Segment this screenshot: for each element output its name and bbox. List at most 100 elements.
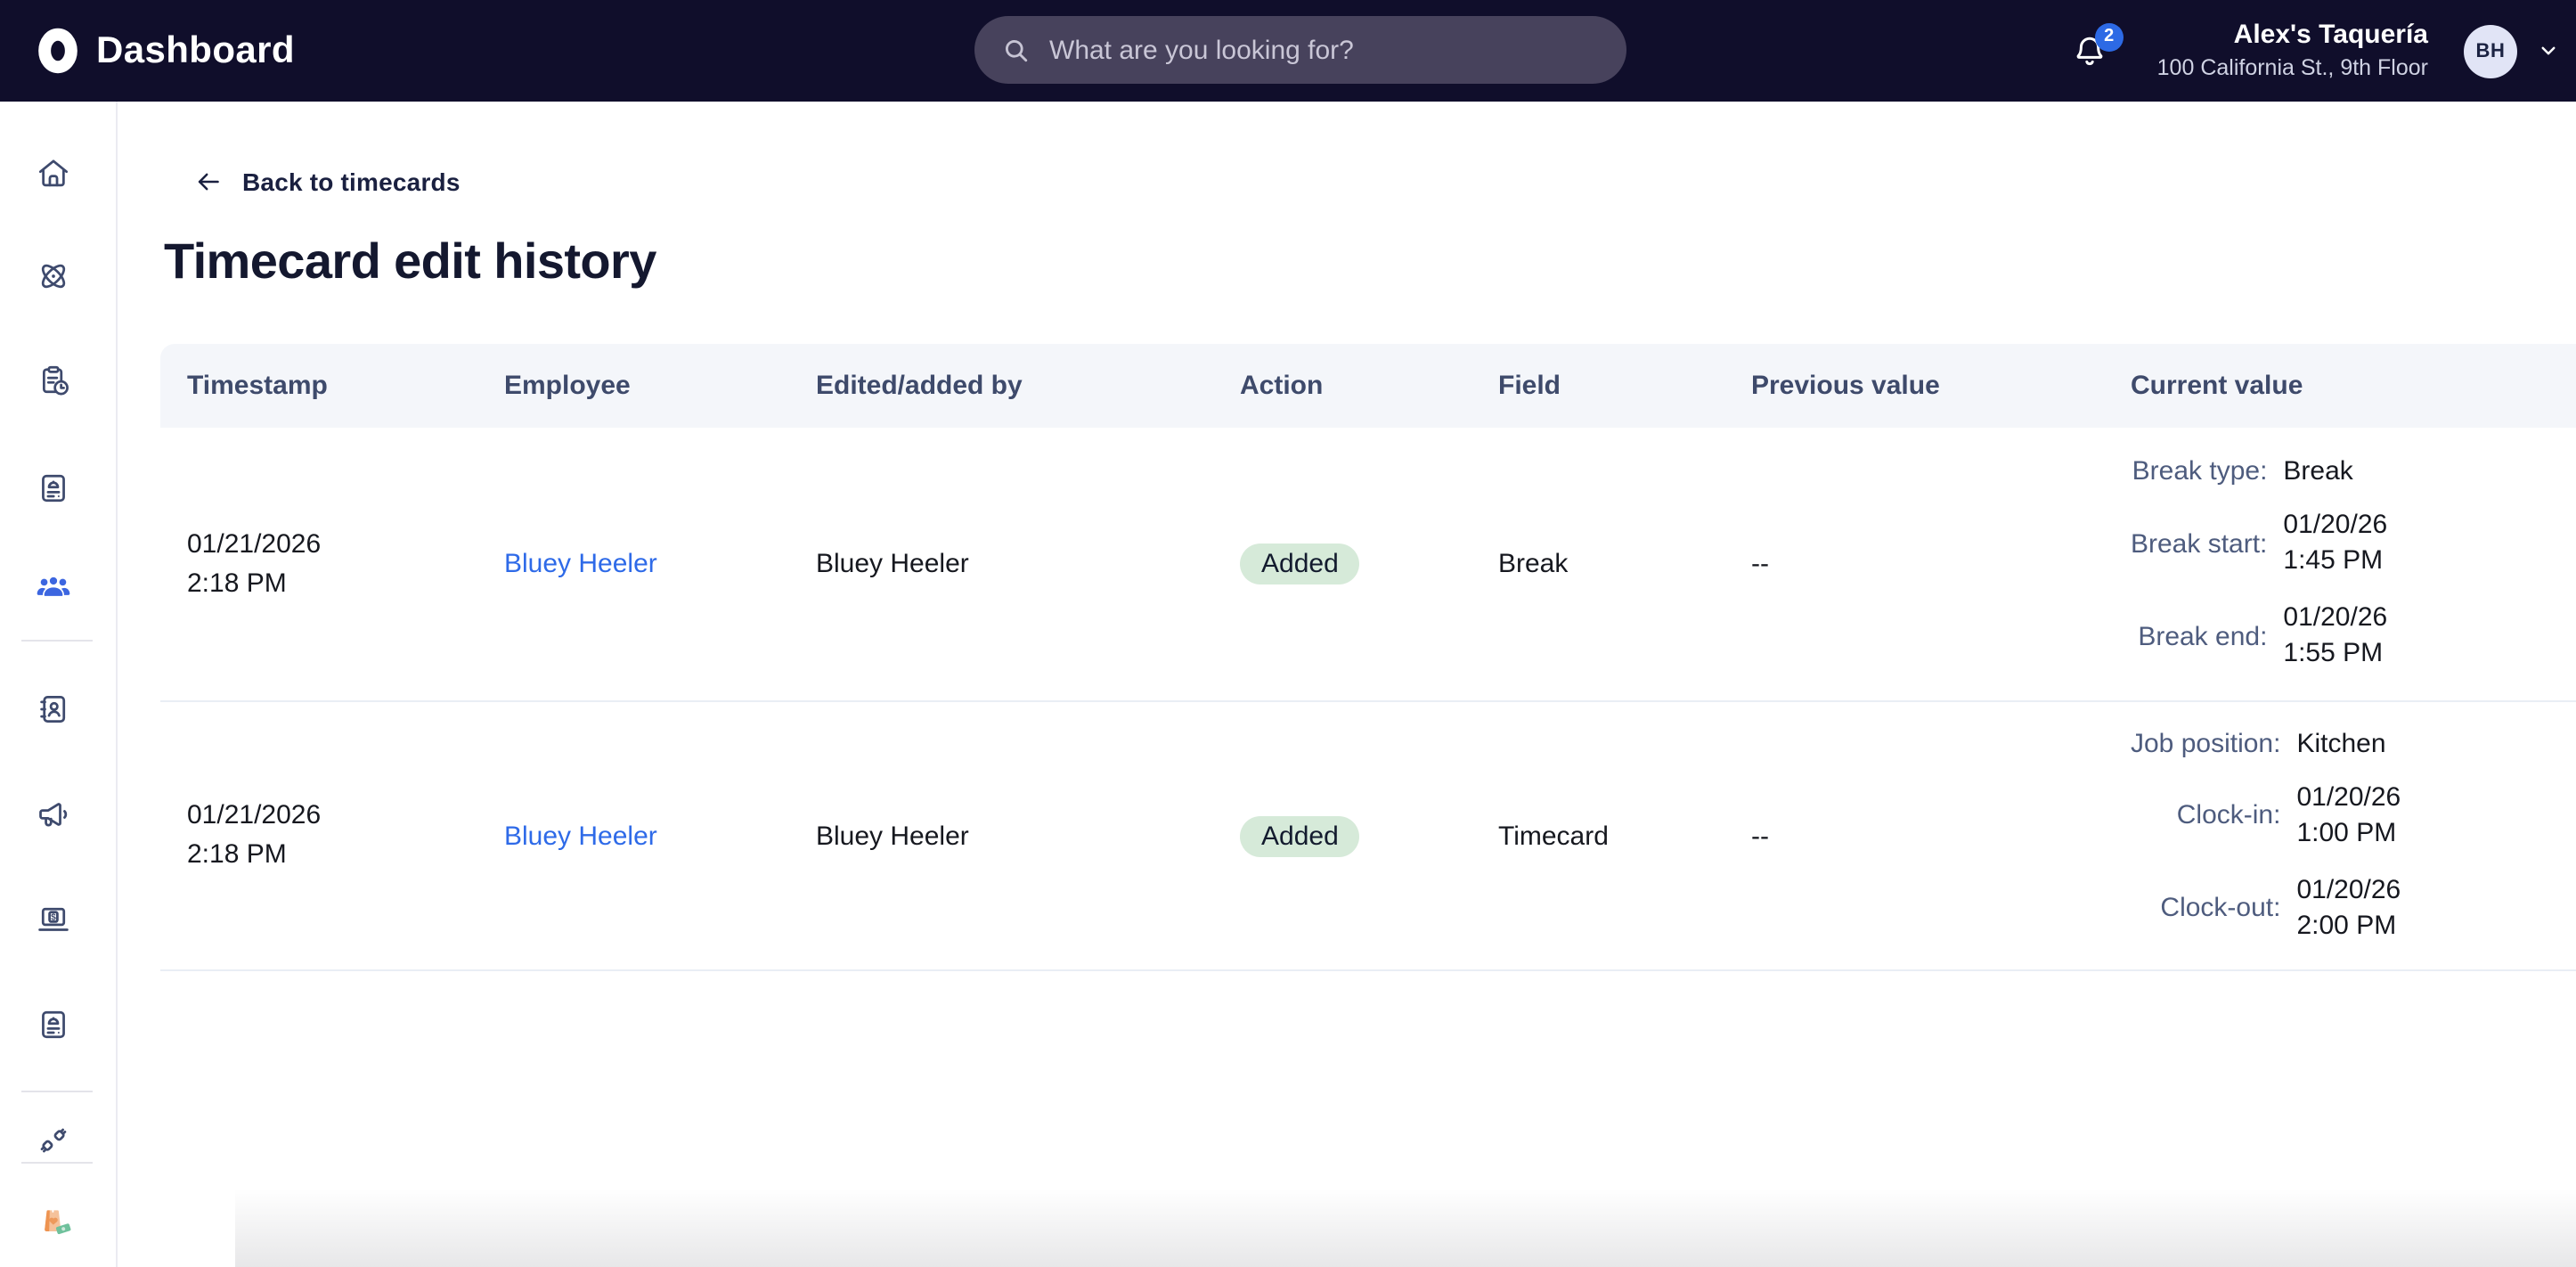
employee-cell: Bluey Heeler bbox=[477, 428, 789, 700]
sidebar-item-contacts[interactable] bbox=[34, 690, 73, 729]
current-value: 01/20/26 1:45 PM bbox=[2283, 510, 2388, 576]
column-header-edited-by: Edited/added by bbox=[816, 371, 1023, 401]
plug-icon bbox=[40, 1128, 67, 1153]
topbar-right: 2 Alex's Taquería 100 California St., 9t… bbox=[2068, 0, 2576, 102]
laptop-dollar-icon: $ bbox=[38, 907, 69, 931]
timestamp-date: 01/21/2026 bbox=[187, 800, 322, 830]
sidebar-item-announcements[interactable] bbox=[34, 795, 73, 834]
column-header-field: Field bbox=[1498, 371, 1561, 401]
timestamp-time: 2:18 PM bbox=[187, 568, 287, 598]
edited-by-cell: Bluey Heeler bbox=[789, 702, 1213, 969]
sidebar-item-integrations[interactable] bbox=[34, 1121, 73, 1160]
org-address: 100 California St., 9th Floor bbox=[2156, 55, 2428, 80]
employee-link[interactable]: Bluey Heeler bbox=[504, 549, 657, 579]
back-link-label: Back to timecards bbox=[242, 168, 461, 196]
edited-by-value: Bluey Heeler bbox=[816, 821, 969, 851]
back-link[interactable]: Back to timecards bbox=[192, 166, 461, 198]
search-icon bbox=[999, 33, 1033, 67]
timestamp-time: 2:18 PM bbox=[187, 839, 287, 870]
current-value: Kitchen bbox=[2296, 728, 2386, 758]
action-cell: Added bbox=[1213, 428, 1471, 700]
document-icon bbox=[42, 1010, 65, 1039]
column-header-employee: Employee bbox=[504, 371, 631, 401]
timestamp-date: 01/21/2026 bbox=[187, 528, 322, 559]
field-cell: Break bbox=[1471, 428, 1724, 700]
column-header-timestamp: Timestamp bbox=[187, 371, 328, 401]
search-input[interactable] bbox=[1049, 35, 1602, 65]
current-value-label: Job position: bbox=[2131, 728, 2281, 758]
notifications-button[interactable]: 2 bbox=[2068, 22, 2124, 72]
team-icon bbox=[37, 576, 70, 598]
current-value: Break bbox=[2283, 456, 2353, 486]
current-value: 01/20/26 2:00 PM bbox=[2296, 874, 2401, 940]
sidebar: $ bbox=[0, 102, 118, 1267]
sidebar-item-menu[interactable] bbox=[34, 469, 73, 508]
account-menu-button[interactable] bbox=[2535, 37, 2564, 65]
field-cell: Timecard bbox=[1471, 702, 1724, 969]
sidebar-item-insights[interactable] bbox=[34, 257, 73, 296]
sidebar-divider bbox=[21, 1162, 93, 1164]
sidebar-item-home[interactable] bbox=[34, 153, 73, 192]
sidebar-item-perks[interactable] bbox=[34, 1199, 73, 1238]
table-header-row: Timestamp Employee Edited/added by Actio… bbox=[160, 344, 2576, 428]
table-row: 01/21/2026 2:18 PM Bluey Heeler Bluey He… bbox=[160, 702, 2576, 971]
field-value: Break bbox=[1498, 549, 1569, 579]
brand: Dashboard bbox=[0, 27, 295, 75]
timestamp-cell: 01/21/2026 2:18 PM bbox=[160, 702, 477, 969]
current-value-label: Clock-in: bbox=[2176, 800, 2281, 830]
previous-value: -- bbox=[1751, 549, 1769, 579]
column-header-action: Action bbox=[1240, 371, 1324, 401]
menu-document-icon bbox=[42, 474, 65, 503]
field-value: Timecard bbox=[1498, 821, 1609, 851]
edited-by-value: Bluey Heeler bbox=[816, 549, 969, 579]
location-switcher[interactable]: Alex's Taquería 100 California St., 9th … bbox=[2157, 20, 2428, 82]
chevron-down-icon bbox=[2541, 46, 2556, 55]
column-header-previous-value: Previous value bbox=[1751, 371, 1940, 401]
sidebar-divider bbox=[21, 1091, 93, 1092]
current-value: 01/20/26 1:55 PM bbox=[2283, 602, 2388, 668]
notification-badge: 2 bbox=[2094, 22, 2124, 51]
org-name: Alex's Taquería bbox=[2233, 20, 2428, 50]
edited-by-cell: Bluey Heeler bbox=[789, 428, 1213, 700]
previous-value-cell: -- bbox=[1724, 428, 2104, 700]
bottom-shade bbox=[235, 1189, 2576, 1267]
current-value-label: Clock-out: bbox=[2160, 893, 2281, 923]
sidebar-item-documents[interactable] bbox=[34, 1005, 73, 1044]
contact-book-icon bbox=[40, 696, 66, 723]
back-arrow-icon bbox=[198, 173, 219, 191]
current-value-label: Break start: bbox=[2131, 528, 2268, 559]
action-badge: Added bbox=[1240, 544, 1360, 584]
previous-value-cell: -- bbox=[1724, 702, 2104, 969]
current-value-cell: Break type: Break Break start: 01/20/26 … bbox=[2104, 428, 2576, 700]
megaphone-icon bbox=[39, 803, 68, 827]
action-cell: Added bbox=[1213, 702, 1471, 969]
page-title: Timecard edit history bbox=[164, 233, 656, 289]
clipboard-clock-icon bbox=[42, 365, 69, 396]
current-value-label: Break end: bbox=[2138, 621, 2268, 651]
atom-icon bbox=[41, 264, 66, 289]
current-value-cell: Job position: Kitchen Clock-in: 01/20/26… bbox=[2104, 702, 2576, 969]
table-row: 01/21/2026 2:18 PM Bluey Heeler Bluey He… bbox=[160, 428, 2576, 702]
svg-text:$: $ bbox=[51, 913, 56, 923]
home-icon bbox=[38, 159, 69, 187]
previous-value: -- bbox=[1751, 821, 1769, 851]
main-content: Back to timecards Timecard edit history … bbox=[118, 102, 2576, 1267]
current-value: 01/20/26 1:00 PM bbox=[2296, 781, 2401, 847]
global-search[interactable] bbox=[974, 16, 1626, 84]
sidebar-item-team[interactable] bbox=[34, 567, 73, 606]
avatar[interactable]: BH bbox=[2464, 24, 2517, 78]
app-title: Dashboard bbox=[96, 29, 295, 70]
edit-history-table: Timestamp Employee Edited/added by Actio… bbox=[160, 344, 2576, 971]
timestamp-cell: 01/21/2026 2:18 PM bbox=[160, 428, 477, 700]
sidebar-divider bbox=[21, 640, 93, 642]
top-bar: Dashboard 2 Alex's Taquería 100 Californ… bbox=[0, 0, 2576, 102]
action-badge: Added bbox=[1240, 815, 1360, 856]
column-header-current-value: Current value bbox=[2131, 371, 2303, 401]
sidebar-item-payroll[interactable]: $ bbox=[34, 900, 73, 939]
employee-link[interactable]: Bluey Heeler bbox=[504, 821, 657, 851]
shopping-bag-icon bbox=[45, 1208, 71, 1235]
app-logo-icon bbox=[34, 27, 82, 75]
employee-cell: Bluey Heeler bbox=[477, 702, 789, 969]
sidebar-item-timesheets[interactable] bbox=[34, 362, 73, 401]
current-value-label: Break type: bbox=[2132, 456, 2268, 486]
